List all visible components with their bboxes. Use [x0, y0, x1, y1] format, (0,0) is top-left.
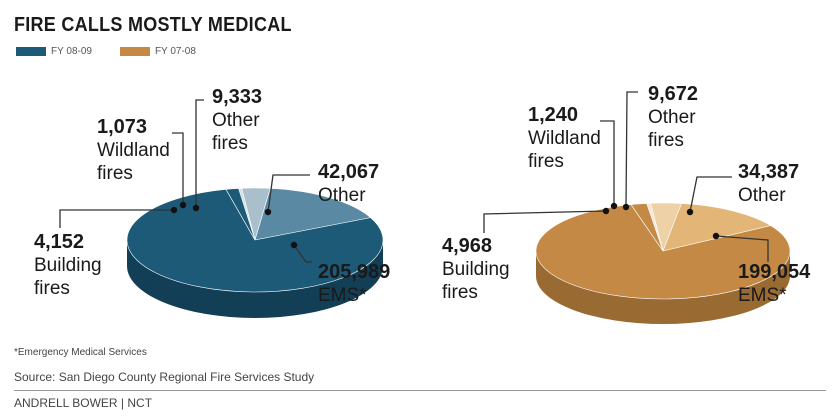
leader-dot-ems [712, 232, 720, 240]
chart-title: FIRE CALLS MOSTLY MEDICAL [14, 14, 292, 36]
slice-value: 4,152 [34, 231, 84, 253]
slice-name: fires [212, 133, 248, 154]
pie-slice-other [662, 203, 772, 252]
leader-dot-wildland-fires [610, 202, 618, 210]
slice-label-building-fires: 4,968 Building fires [442, 235, 510, 303]
slice-name: Building [34, 255, 102, 276]
slice-label-ems: 205,989 EMS* [318, 261, 390, 306]
leader-line-other [267, 174, 310, 213]
leader-dot-building-fires [602, 207, 610, 215]
pie-slice-other [254, 188, 372, 241]
slice-label-wildland-fires: 1,073 Wildland fires [97, 116, 170, 184]
slice-label-other: 34,387 Other [738, 161, 799, 206]
slice-value: 42,067 [318, 161, 379, 183]
pie-side [536, 251, 790, 324]
slice-name: Other [648, 107, 696, 128]
legend-item-fy0708: FY 07-08 [119, 46, 196, 57]
slice-name: Other [738, 185, 786, 206]
divider [14, 390, 826, 391]
slice-label-wildland-fires: 1,240 Wildland fires [528, 104, 601, 172]
leader-line-building-fires [483, 210, 607, 233]
slice-value: 199,054 [738, 261, 811, 283]
slice-label-other: 42,067 Other [318, 161, 379, 206]
leader-line-building-fires [59, 209, 174, 228]
footnote: *Emergency Medical Services [14, 347, 147, 358]
slice-value: 34,387 [738, 161, 799, 183]
leader-line-wildland-fires [600, 120, 615, 206]
slice-label-other-fires: 9,333 Other fires [212, 86, 262, 154]
slice-name: fires [442, 282, 478, 303]
slice-name: fires [528, 151, 564, 172]
slice-name: Wildland [528, 128, 601, 149]
slice-name: fires [648, 130, 684, 151]
slice-name: fires [34, 278, 70, 299]
legend: FY 08-09 FY 07-08 [16, 46, 224, 57]
legend-label-fy0809: FY 08-09 [51, 46, 92, 57]
credit: ANDRELL BOWER | NCT [14, 396, 153, 410]
pie-side [127, 240, 383, 318]
leader-dot-wildland-fires [179, 201, 187, 209]
leader-dot-other [264, 208, 272, 216]
leader-line-ems [715, 235, 769, 262]
slice-value: 1,240 [528, 104, 578, 126]
leader-dot-ems [290, 241, 298, 249]
slice-label-other-fires: 9,672 Other fires [648, 83, 698, 151]
legend-label-fy0708: FY 07-08 [154, 46, 196, 57]
slice-value: 1,073 [97, 116, 147, 138]
leader-dot-building-fires [170, 206, 178, 214]
slice-value: 205,989 [318, 261, 390, 283]
slice-value: 4,968 [442, 235, 492, 257]
legend-swatch-fy0809 [16, 47, 46, 56]
leader-line-ems [293, 244, 312, 263]
legend-swatch-fy0708 [119, 47, 150, 56]
slice-value: 9,672 [648, 83, 698, 105]
slice-name: fires [97, 163, 133, 184]
slice-name: EMS* [318, 285, 367, 306]
legend-item-fy0809: FY 08-09 [16, 46, 92, 57]
slice-name: Building [442, 259, 510, 280]
slice-name: Other [318, 185, 366, 206]
leader-dot-other [686, 208, 694, 216]
leader-dot-other-fires [622, 203, 630, 211]
slice-label-building-fires: 4,152 Building fires [34, 231, 102, 299]
pie-slice-building-fires [225, 188, 256, 241]
leader-line-other-fires [625, 91, 638, 208]
pie-slice-ems [535, 204, 791, 300]
slice-name: Other [212, 110, 260, 131]
slice-name: EMS* [738, 285, 787, 306]
slice-value: 9,333 [212, 86, 262, 108]
pie-slice-building-fires [630, 203, 664, 252]
leader-line-wildland-fires [172, 132, 184, 205]
leader-line-other [689, 176, 732, 213]
leader-line-other-fires [195, 99, 204, 208]
source-note: Source: San Diego County Regional Fire S… [14, 370, 315, 384]
slice-label-ems: 199,054 EMS* [738, 261, 811, 306]
slice-name: Wildland [97, 140, 170, 161]
leader-dot-other-fires [192, 204, 200, 212]
